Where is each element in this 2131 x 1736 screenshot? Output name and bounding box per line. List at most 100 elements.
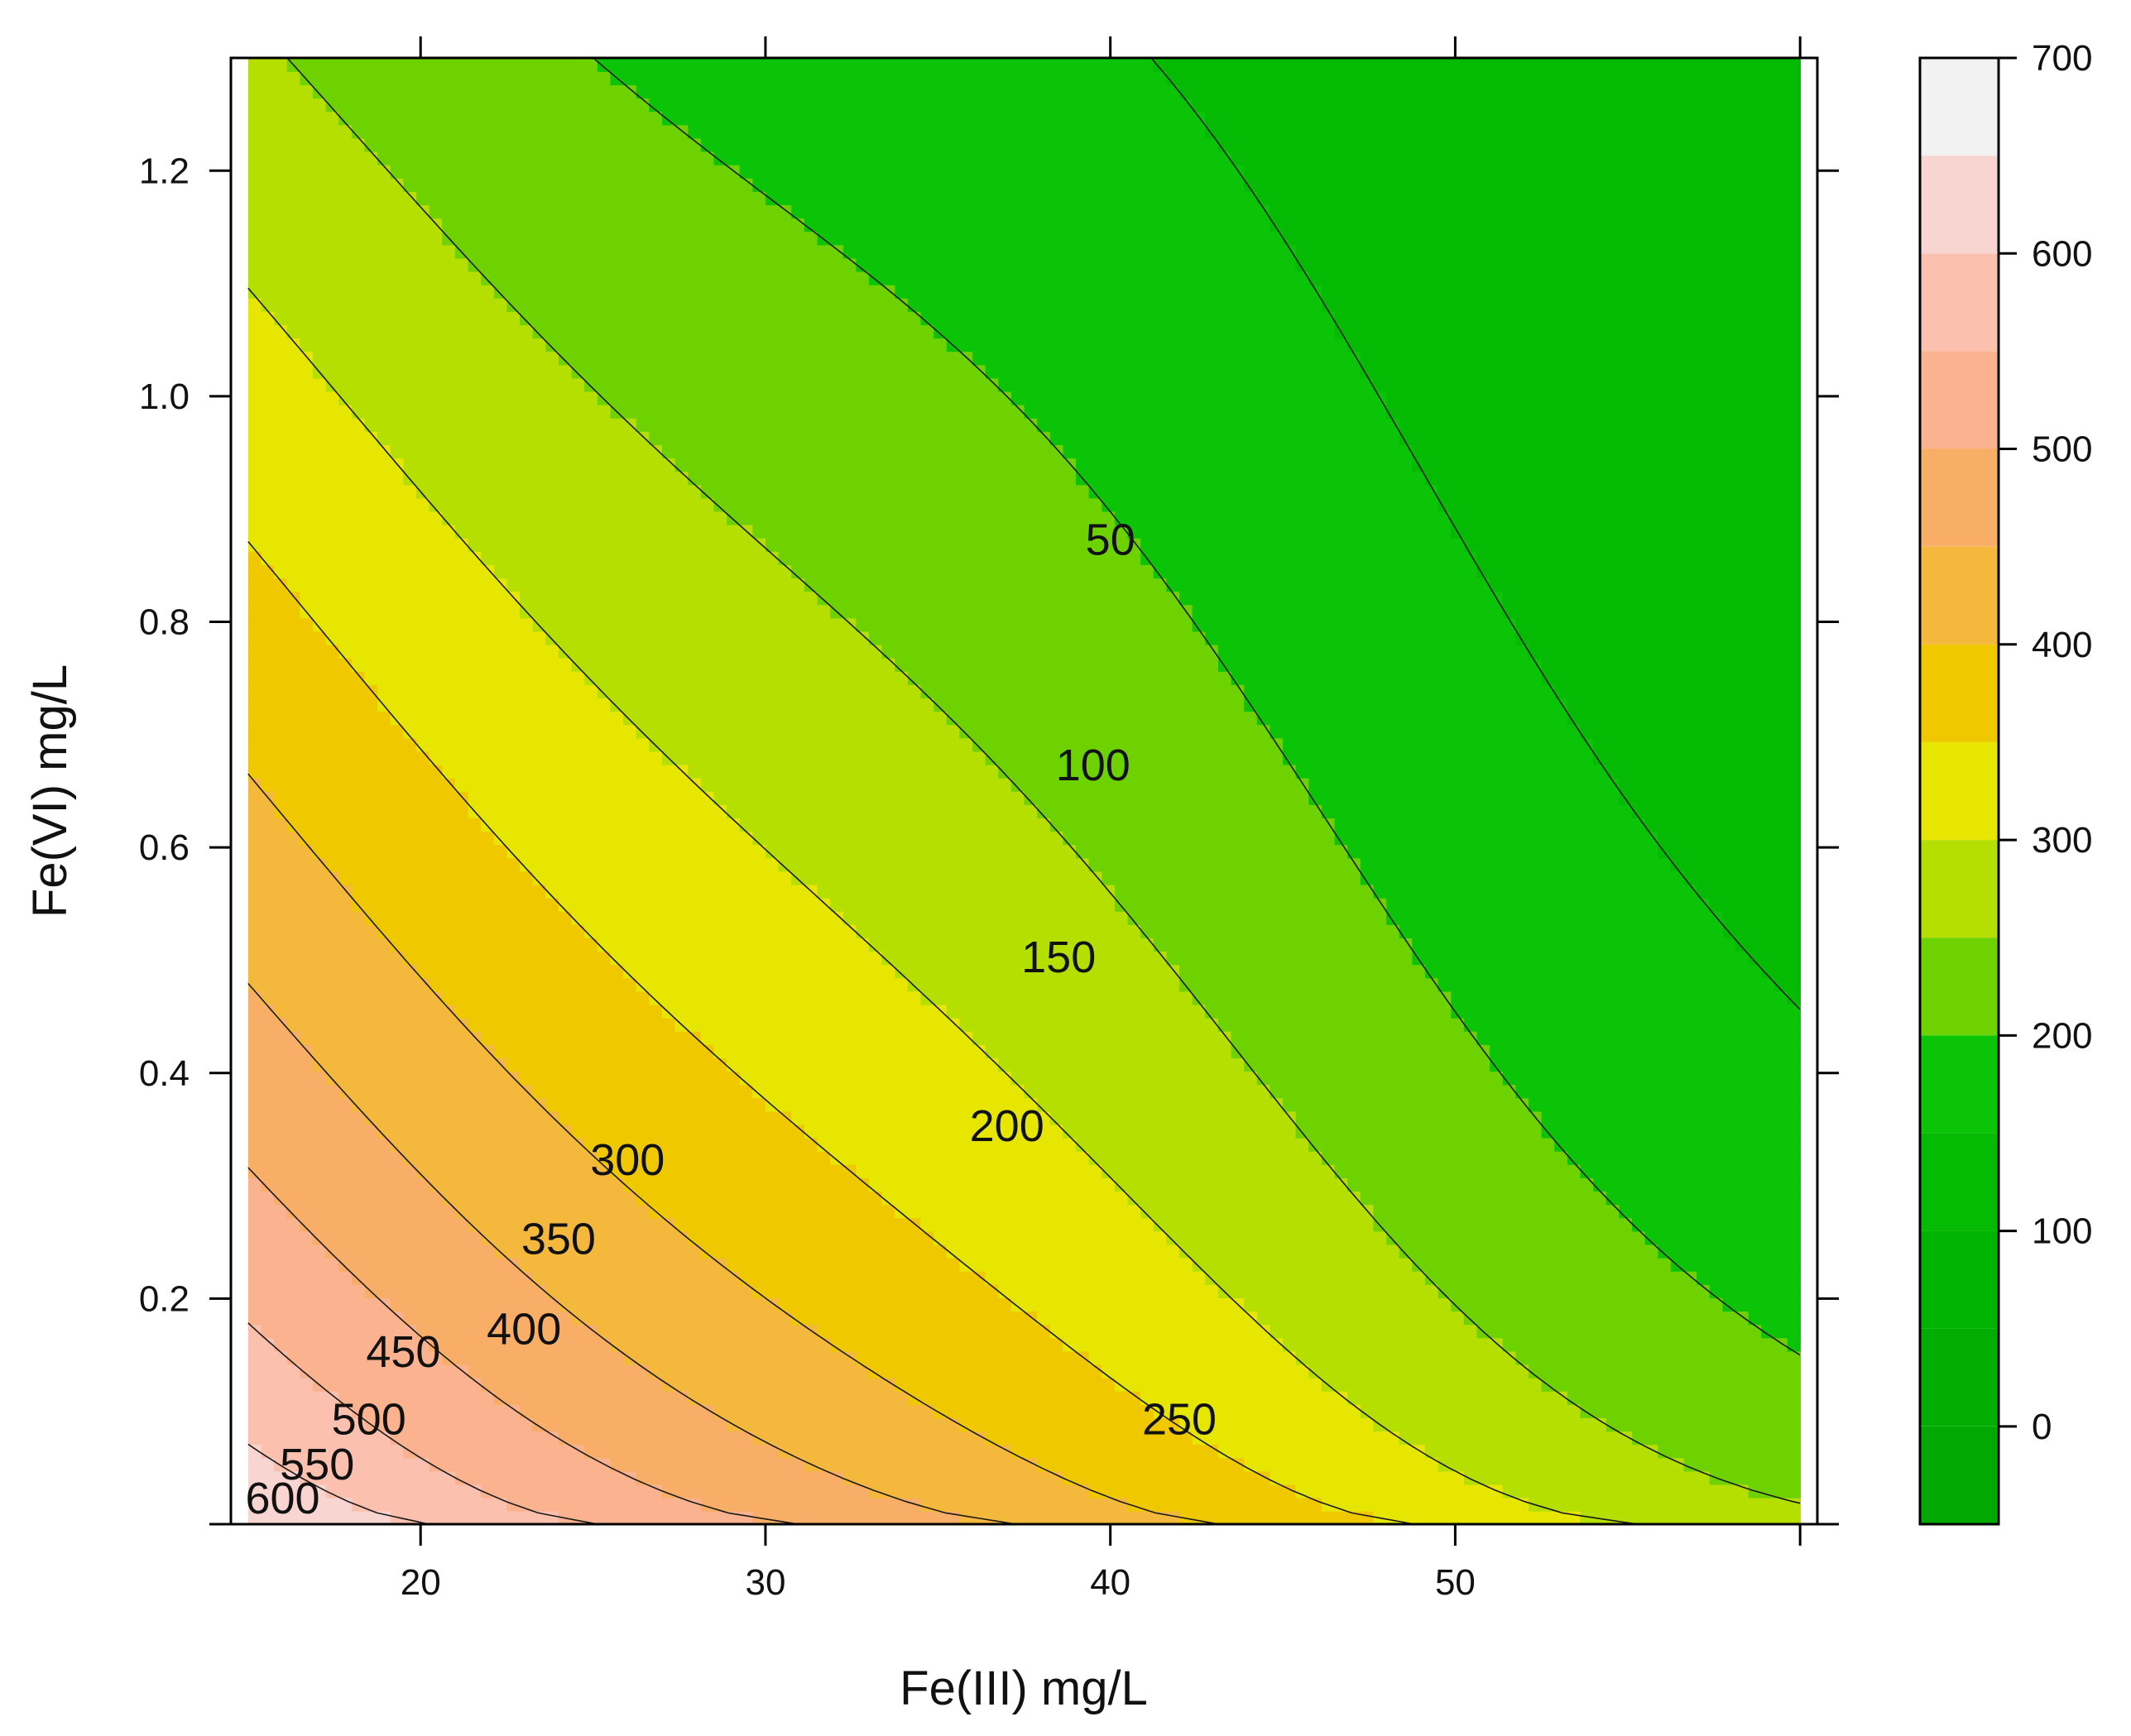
heat-cell	[765, 884, 780, 899]
heat-cell	[351, 657, 366, 672]
heat-cell	[338, 938, 353, 952]
heat-cell	[804, 444, 818, 459]
heat-cell	[661, 1444, 676, 1459]
heat-cell	[312, 751, 327, 765]
heat-cell	[261, 1297, 275, 1312]
heat-cell	[506, 1470, 521, 1485]
heat-cell	[261, 137, 275, 152]
heat-cell	[649, 1017, 663, 1032]
heat-cell	[765, 897, 780, 912]
heat-cell	[558, 431, 573, 445]
heat-cell	[454, 391, 469, 405]
heat-cell	[403, 1230, 417, 1245]
heat-cell	[700, 564, 715, 579]
heat-cell	[623, 137, 637, 152]
heat-cell	[765, 910, 780, 925]
heat-cell	[661, 644, 676, 659]
heat-cell	[674, 684, 689, 699]
heat-cell	[661, 1124, 676, 1139]
heat-cell	[286, 417, 301, 432]
heat-cell	[300, 1377, 314, 1392]
heat-cell	[778, 1390, 792, 1405]
heat-cell	[493, 231, 508, 246]
heat-cell	[739, 124, 754, 139]
heat-cell	[791, 1324, 805, 1339]
heat-cell	[649, 657, 663, 672]
heat-cell	[610, 204, 624, 219]
heat-cell	[274, 724, 288, 739]
heat-cell	[584, 471, 598, 486]
heat-cell	[364, 257, 378, 272]
heat-cell	[454, 617, 469, 632]
heat-cell	[261, 1444, 275, 1459]
heat-cell	[610, 1390, 624, 1405]
heat-cell	[325, 578, 340, 592]
heat-cell	[481, 297, 495, 312]
heat-cell	[520, 1097, 534, 1112]
heat-cell	[817, 351, 831, 366]
heat-cell	[739, 791, 754, 805]
heat-cell	[247, 1390, 262, 1405]
heat-cell	[442, 71, 456, 86]
heat-cell	[649, 910, 663, 925]
heat-cell	[713, 404, 727, 419]
heat-cell	[649, 1030, 663, 1045]
heat-cell	[584, 151, 598, 165]
heat-cell	[817, 338, 831, 352]
heat-cell	[636, 1390, 650, 1405]
heat-cell	[325, 324, 340, 339]
heat-cell	[752, 990, 766, 1005]
heat-cell	[481, 1324, 495, 1339]
heat-cell	[623, 1297, 637, 1312]
heat-cell	[261, 1404, 275, 1418]
heat-cell	[481, 1057, 495, 1072]
heat-cell	[817, 831, 831, 846]
heat-cell	[661, 1164, 676, 1178]
heat-cell	[325, 164, 340, 179]
heat-cell	[558, 204, 573, 219]
heat-cell	[778, 297, 792, 312]
heat-cell	[493, 671, 508, 685]
heat-cell	[493, 311, 508, 325]
heat-cell	[261, 1084, 275, 1099]
heat-cell	[338, 444, 353, 459]
heat-cell	[364, 844, 378, 859]
heat-cell	[610, 578, 624, 592]
heat-cell	[584, 137, 598, 152]
heat-cell	[300, 311, 314, 325]
heat-cell	[493, 1337, 508, 1352]
heat-cell	[558, 1217, 573, 1232]
heat-cell	[300, 1204, 314, 1219]
heat-cell	[403, 1204, 417, 1219]
heat-cell	[286, 924, 301, 938]
heat-cell	[532, 1324, 547, 1339]
heat-cell	[261, 1417, 275, 1432]
heat-cell	[778, 884, 792, 899]
heat-cell	[571, 1191, 585, 1206]
heat-cell	[636, 737, 650, 752]
heat-cell	[752, 231, 766, 246]
heat-cell	[286, 990, 301, 1005]
heat-cell	[765, 938, 780, 952]
heat-cell	[325, 231, 340, 246]
heat-cell	[739, 604, 754, 619]
heat-cell	[688, 271, 702, 285]
heat-cell	[610, 1497, 624, 1512]
heat-cell	[713, 551, 727, 565]
heat-cell	[481, 111, 495, 126]
heat-cell	[688, 364, 702, 379]
heat-cell	[247, 1324, 262, 1339]
heat-cell	[274, 151, 288, 165]
heat-cell	[597, 338, 612, 352]
heat-cell	[597, 351, 612, 366]
heat-cell	[765, 1124, 780, 1139]
heat-cell	[442, 351, 456, 366]
heat-cell	[247, 844, 262, 859]
heat-cell	[338, 910, 353, 925]
heat-cell	[403, 990, 417, 1005]
heat-cell	[727, 1084, 741, 1099]
heat-cell	[493, 764, 508, 779]
heat-cell	[545, 484, 559, 499]
heat-cell	[493, 804, 508, 819]
heat-cell	[700, 391, 715, 405]
